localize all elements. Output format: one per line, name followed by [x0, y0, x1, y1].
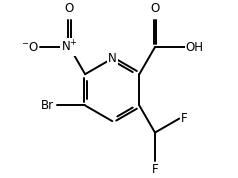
Text: N: N: [108, 52, 117, 65]
Text: F: F: [181, 112, 187, 125]
Text: Br: Br: [41, 99, 54, 112]
Text: N$^{+}$: N$^{+}$: [61, 40, 78, 55]
Text: O: O: [150, 2, 160, 15]
Text: O: O: [65, 2, 74, 15]
Text: OH: OH: [186, 41, 203, 54]
Text: $^{-}$O: $^{-}$O: [21, 41, 39, 54]
Text: F: F: [152, 163, 158, 176]
